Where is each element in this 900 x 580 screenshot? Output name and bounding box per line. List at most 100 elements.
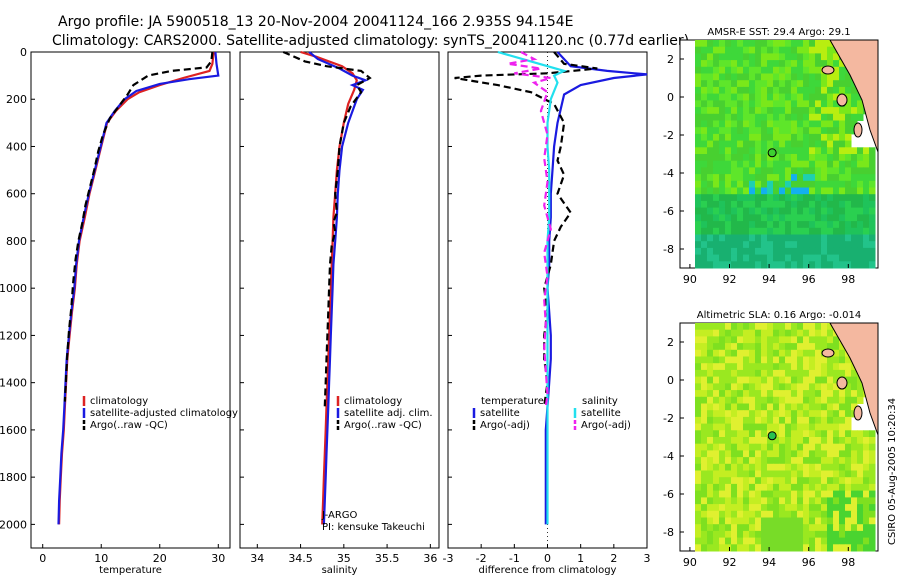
sst-map-y-tick-label: -8: [663, 243, 674, 256]
sla-map-cell: [767, 530, 774, 539]
sla-map-cell: [767, 369, 774, 378]
sst-map-cell: [707, 113, 714, 121]
sst-map-cell: [851, 221, 858, 229]
sst-map-cell: [851, 167, 858, 175]
sst-map-cell: [695, 160, 702, 168]
sst-map-cell: [869, 154, 876, 162]
sla-map-cell: [719, 403, 726, 411]
sla-map-cell: [857, 457, 864, 465]
sst-map-cell: [707, 247, 714, 256]
sst-map-cell: [719, 93, 726, 101]
sla-map-cell: [857, 463, 864, 471]
sst-map-cell: [695, 254, 702, 262]
sst-map-cell: [851, 234, 858, 242]
sst-map-cell: [773, 133, 780, 142]
sst-map-cell: [767, 133, 774, 142]
sla-map-cell: [845, 410, 852, 418]
difference-x-tick-label: 0: [544, 552, 551, 565]
sla-map-cell: [779, 423, 786, 431]
sla-map-cell: [809, 403, 816, 411]
sla-map-cell: [833, 396, 840, 404]
temperature-y-tick-label: 200: [6, 93, 27, 106]
sst-map-cell: [749, 154, 756, 162]
sst-map-cell: [701, 214, 708, 222]
sla-map-cell: [809, 383, 816, 391]
sst-map-cell: [761, 227, 768, 235]
sla-map-cell: [869, 443, 876, 451]
sst-map-cell: [863, 221, 870, 229]
sst-map-cell: [749, 100, 756, 108]
sst-map-y-tick-label: -2: [663, 129, 674, 142]
sla-map-cell: [821, 497, 828, 505]
sst-map-cell: [755, 133, 762, 142]
sst-map-cell: [803, 140, 810, 148]
sst-map-island-0: [821, 65, 835, 75]
sst-map-cell: [701, 133, 708, 142]
sla-map-cell: [791, 457, 798, 465]
sla-map-island-2: [853, 405, 863, 421]
sla-map-cell: [815, 383, 822, 391]
sst-map-cell: [833, 73, 840, 81]
sst-map-cell: [719, 86, 726, 95]
sst-map-cell: [773, 187, 780, 195]
sla-map-cell: [731, 383, 738, 391]
sla-map-cell: [815, 356, 822, 364]
sst-map-cell: [731, 247, 738, 256]
sla-map-cell: [863, 544, 870, 552]
sst-map-cell: [803, 107, 810, 115]
sst-map-cell: [809, 247, 816, 256]
sst-map-cell: [767, 86, 774, 95]
sla-map-cell: [749, 457, 756, 465]
sla-map-cell: [845, 396, 852, 404]
sla-map-cell: [797, 329, 804, 337]
sst-map-cell: [845, 227, 852, 235]
sla-map-cell: [743, 483, 750, 492]
sla-map-cell: [773, 356, 780, 364]
sla-map-cell: [761, 423, 768, 431]
sst-map-cell: [695, 241, 702, 249]
sla-map-cell: [701, 323, 708, 331]
sst-map-cell: [803, 120, 810, 128]
sla-map-cell: [815, 349, 822, 357]
sst-map-cell: [833, 221, 840, 229]
sst-map-cell: [851, 100, 858, 108]
sst-map-cell: [731, 100, 738, 108]
sla-map-cell: [839, 510, 846, 518]
sla-map-cell: [701, 369, 708, 378]
sla-map-cell: [785, 390, 792, 398]
sla-map-cell: [713, 483, 720, 492]
sla-map-cell: [719, 457, 726, 465]
sst-map-cell: [779, 86, 786, 95]
sla-map-cell: [701, 403, 708, 411]
sst-map-cell: [755, 234, 762, 242]
sla-map-cell: [803, 403, 810, 411]
sla-map-cell: [695, 323, 702, 331]
sst-map-cell: [845, 200, 852, 209]
sla-map-cell: [803, 396, 810, 404]
sst-map-cell: [815, 207, 822, 215]
sla-map-cell: [809, 349, 816, 357]
sla-map-cell: [803, 369, 810, 378]
sla-map-cell: [797, 477, 804, 485]
sla-map-cell: [743, 363, 750, 371]
sst-map-cell: [761, 93, 768, 101]
sla-map-cell: [833, 349, 840, 357]
sla-map-cell: [761, 376, 768, 384]
sst-map-cell: [821, 80, 828, 88]
sst-map-cell: [767, 194, 774, 202]
sst-map-cell: [815, 174, 822, 182]
sst-map-field: [695, 40, 876, 269]
sla-map-cell: [785, 450, 792, 458]
sla-map-cell: [869, 463, 876, 471]
sla-map-cell: [845, 430, 852, 438]
sla-map-cell: [767, 437, 774, 445]
sla-map-cell: [803, 437, 810, 445]
sla-map-cell: [869, 450, 876, 458]
sla-map-cell: [755, 410, 762, 418]
sla-map-cell: [869, 437, 876, 445]
sla-map-cell: [773, 510, 780, 518]
sla-map-cell: [695, 544, 702, 552]
sst-map-cell: [827, 180, 834, 188]
sst-map-cell: [815, 140, 822, 148]
